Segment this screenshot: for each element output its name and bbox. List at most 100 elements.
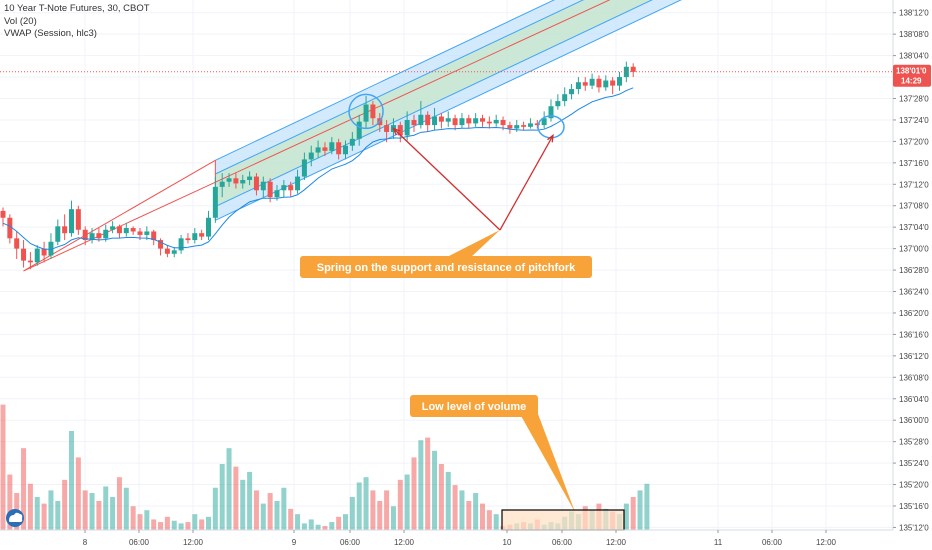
candle-body bbox=[384, 125, 390, 132]
candle bbox=[452, 114, 458, 131]
candle bbox=[363, 95, 369, 129]
channel-line bbox=[215, 0, 585, 175]
channel-line bbox=[215, 0, 556, 161]
candle-body bbox=[473, 118, 479, 124]
price-tick-label: 135'24'0 bbox=[899, 459, 929, 468]
candle-body bbox=[425, 114, 431, 126]
candle bbox=[438, 113, 444, 129]
price-axis-bg bbox=[893, 0, 932, 550]
candle-body bbox=[82, 229, 88, 241]
candle bbox=[116, 224, 122, 239]
candle bbox=[486, 116, 492, 129]
arrow-head bbox=[547, 133, 554, 143]
candle bbox=[589, 73, 595, 90]
candle-body bbox=[445, 118, 451, 122]
volume-bar bbox=[164, 516, 170, 530]
price-tick-label: 137'24'0 bbox=[899, 116, 929, 125]
candle-body bbox=[630, 66, 636, 72]
candle-body bbox=[438, 116, 444, 122]
pitchfork-median-line bbox=[23, 0, 611, 272]
candle bbox=[418, 101, 424, 129]
candle-body bbox=[171, 250, 177, 254]
candle-body bbox=[589, 78, 595, 86]
volume-bar bbox=[466, 500, 472, 530]
volume-bar bbox=[288, 508, 294, 530]
price-tick-label: 137'08'0 bbox=[899, 202, 929, 211]
volume-bar bbox=[644, 483, 650, 530]
legend-vwap[interactable]: VWAP (Session, hlc3) bbox=[4, 28, 97, 39]
candle bbox=[301, 152, 307, 180]
price-tick-label: 136'00'0 bbox=[899, 416, 929, 425]
volume-bar bbox=[418, 440, 424, 530]
candle bbox=[445, 111, 451, 127]
candle bbox=[21, 240, 27, 268]
candle bbox=[617, 71, 622, 91]
candle-body bbox=[288, 185, 294, 191]
candle-body bbox=[14, 238, 20, 249]
candle-body bbox=[0, 210, 6, 218]
candle bbox=[34, 245, 40, 266]
candle bbox=[315, 140, 321, 158]
candle bbox=[370, 101, 376, 126]
candle-body bbox=[418, 114, 424, 126]
chart-legend: 10 Year T-Note Futures, 30, CBOT Vol (20… bbox=[4, 3, 150, 41]
price-tick-label: 135'28'0 bbox=[899, 438, 929, 447]
candle bbox=[623, 61, 629, 83]
volume-highlight-box bbox=[501, 509, 625, 531]
volume-bar bbox=[130, 506, 136, 530]
legend-symbol[interactable]: 10 Year T-Note Futures, 30, CBOT bbox=[4, 3, 150, 14]
candle-body bbox=[322, 147, 328, 151]
candle bbox=[384, 119, 390, 143]
price-tick-label: 136'04'0 bbox=[899, 395, 929, 404]
candle bbox=[343, 140, 348, 160]
volume-bar bbox=[185, 522, 191, 530]
volume-bar bbox=[27, 483, 33, 530]
time-tick-label: 8 bbox=[83, 538, 88, 547]
price-tick-label: 136'16'0 bbox=[899, 330, 929, 339]
time-tick-label: 10 bbox=[503, 538, 512, 547]
candle bbox=[397, 121, 403, 143]
volume-bar bbox=[480, 503, 485, 530]
candle bbox=[288, 181, 294, 198]
volume-bar bbox=[459, 490, 465, 530]
candle-body bbox=[534, 123, 540, 126]
candle-body bbox=[219, 181, 225, 187]
candle-body bbox=[603, 80, 609, 88]
price-tick-label: 135'12'0 bbox=[899, 523, 929, 532]
volume-bar bbox=[144, 510, 150, 530]
candle bbox=[206, 210, 211, 241]
time-tick-label: 11 bbox=[714, 538, 723, 547]
candle bbox=[603, 75, 609, 91]
volume-bar bbox=[308, 519, 314, 530]
candle-body bbox=[336, 142, 342, 155]
price-tick-label: 136'24'0 bbox=[899, 288, 929, 297]
volume-bar bbox=[637, 490, 643, 530]
candle-body bbox=[308, 152, 314, 160]
price-tick-label: 138'04'0 bbox=[899, 52, 929, 61]
candle-body bbox=[199, 233, 205, 237]
candle bbox=[41, 241, 47, 263]
volume-bar bbox=[123, 487, 129, 530]
candle bbox=[596, 75, 602, 93]
volume-bar bbox=[116, 477, 122, 530]
legend-volume[interactable]: Vol (20) bbox=[4, 15, 37, 27]
candle bbox=[541, 111, 547, 129]
candle bbox=[473, 113, 479, 127]
candle-body bbox=[123, 228, 129, 234]
candle-body bbox=[62, 226, 68, 234]
candle bbox=[521, 121, 527, 131]
time-tick-label: 06:00 bbox=[340, 538, 361, 547]
volume-bar bbox=[267, 493, 273, 530]
candle-body bbox=[521, 125, 527, 127]
volume-bar bbox=[7, 474, 13, 530]
candle-body bbox=[356, 121, 362, 139]
time-tick-label: 12:00 bbox=[394, 538, 415, 547]
volume-bar bbox=[0, 404, 6, 530]
candle-body bbox=[233, 178, 239, 184]
time-tick-label: 12:00 bbox=[606, 538, 627, 547]
price-tick-label: 137'20'0 bbox=[899, 137, 929, 146]
candle-body bbox=[96, 233, 102, 239]
